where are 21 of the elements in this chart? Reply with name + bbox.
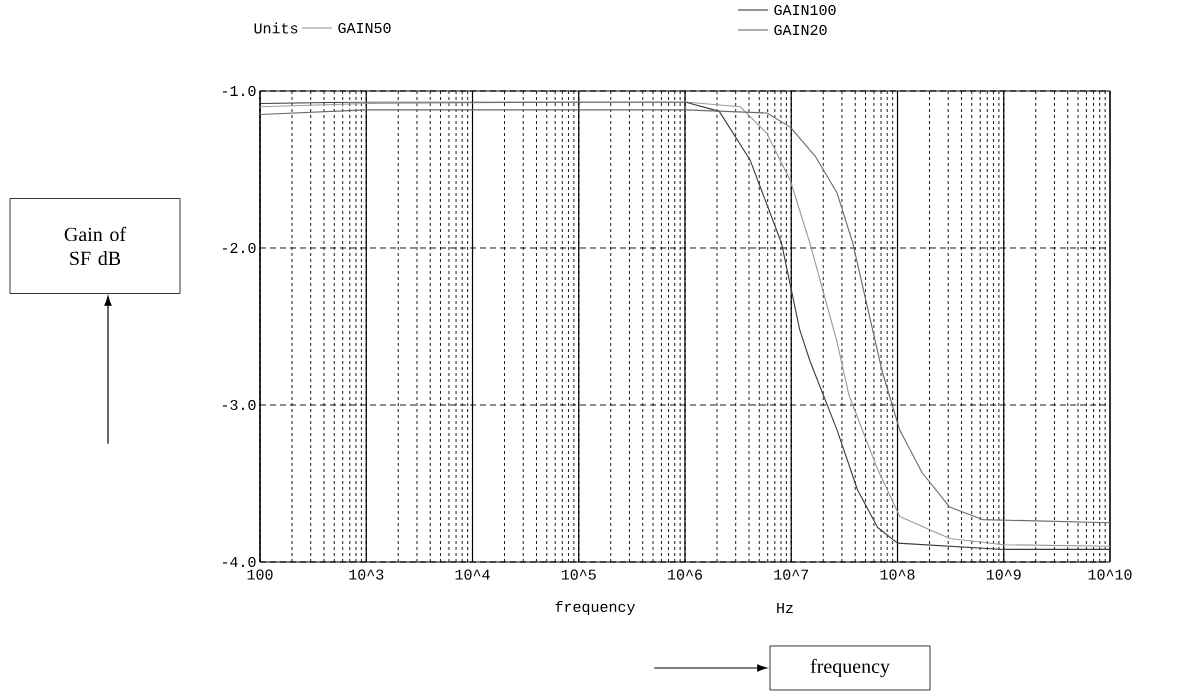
text: Hz xyxy=(777,603,793,613)
y-tick-label: -3.0 xyxy=(222,399,256,411)
y-tick-label: -2.0 xyxy=(222,242,256,254)
x-tick-label: 10^10 xyxy=(1088,569,1132,580)
x-tick-label: 10^3 xyxy=(349,569,384,580)
legend-label: GAIN20 xyxy=(774,24,827,36)
legend-label: GAIN100 xyxy=(774,4,836,16)
x-tick-label: 10^8 xyxy=(880,569,915,580)
x-tick-label: 100 xyxy=(247,569,273,580)
x-tick-label: 10^5 xyxy=(561,569,596,580)
x-tick-label: 10^4 xyxy=(455,569,490,580)
y-tick-label: -1.0 xyxy=(222,85,256,97)
legend-label: GAIN50 xyxy=(338,22,391,34)
x-tick-label: 10^6 xyxy=(668,569,703,580)
text: Gain of SF dB xyxy=(64,226,127,266)
y-tick-label: -4.0 xyxy=(222,556,256,568)
x-axis-title: frequency xyxy=(555,600,635,615)
x-tick-label: 10^9 xyxy=(986,569,1021,580)
x-tick-label: 10^7 xyxy=(774,569,809,580)
y-axis-title: Units xyxy=(254,22,298,34)
text: frequency xyxy=(810,658,890,678)
